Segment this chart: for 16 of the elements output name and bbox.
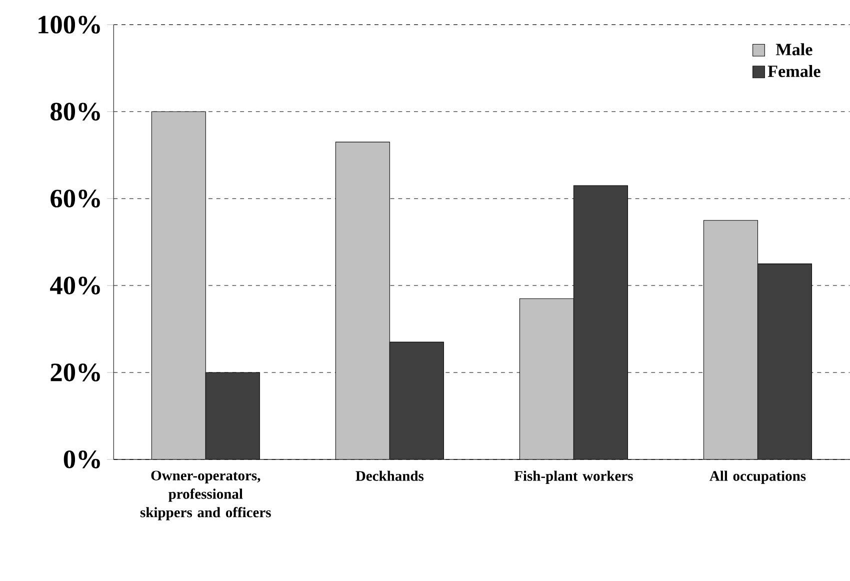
y-tick-label: 20% [50,364,100,382]
bar [574,186,628,460]
legend-label: Female [768,65,820,78]
y-tick-label: 0% [64,450,100,468]
y-tick-label: 40% [50,276,100,294]
x-tick-label: Owner-operators, professional skippers and officers [140,470,271,520]
bar [757,264,812,460]
x-tick-label: Deckhands [356,470,424,481]
bar [390,342,444,460]
y-tick-label: 100% [38,16,100,34]
bar [206,372,260,460]
legend-label: Male [776,43,812,56]
x-tick-label: Fish-plant workers [514,470,633,484]
x-tick-label: All occupations [710,470,806,484]
y-tick-label: 80% [50,102,100,121]
y-tick-label: 60% [50,190,100,208]
